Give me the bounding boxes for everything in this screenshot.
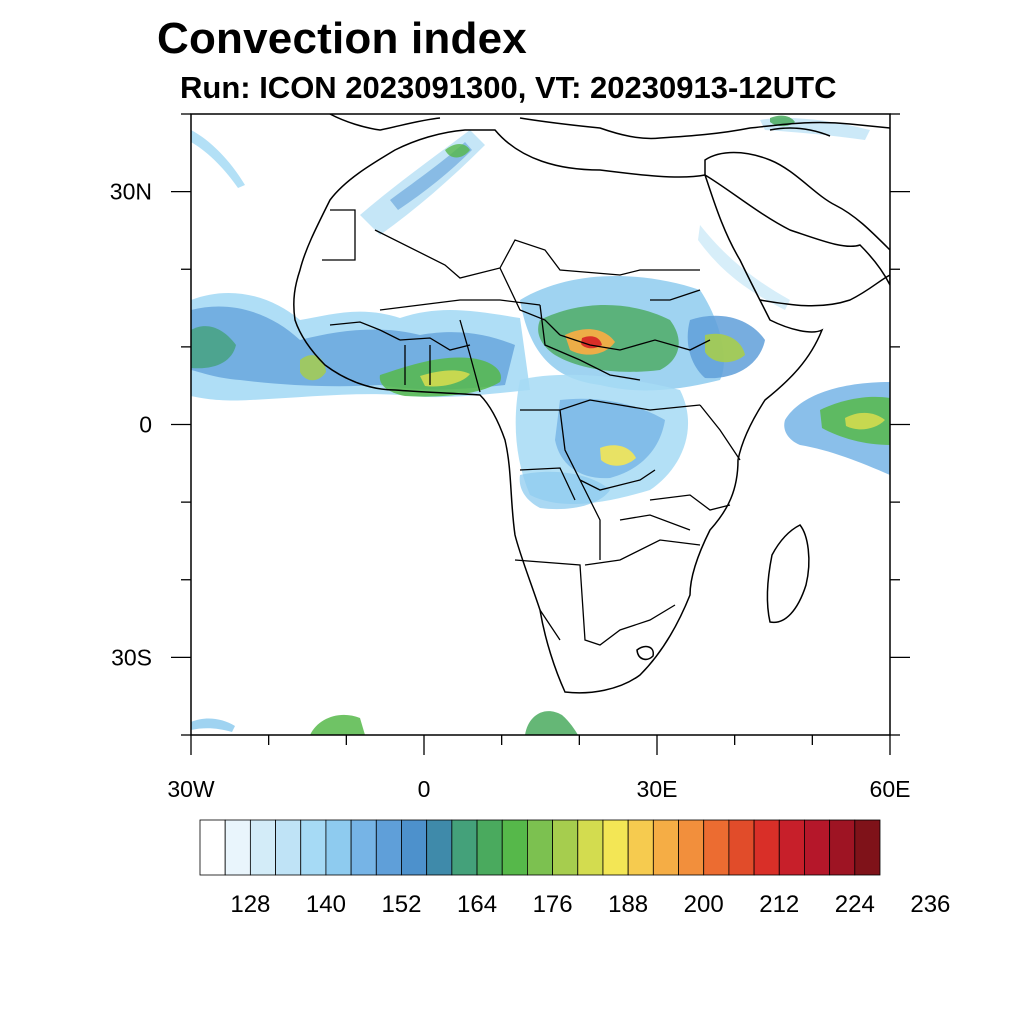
colorbar-swatch [249,819,276,876]
x-tick-label: 30W [167,776,215,802]
guinea-coast-hot [420,370,470,387]
africa-coastline [293,129,824,694]
colorbar-label: 140 [306,891,346,918]
angola-convection [519,471,610,510]
sudan-max [581,336,602,349]
colorbar-label: 164 [457,891,497,918]
coastlines [293,114,890,694]
convection-field [191,115,890,735]
nw-atlantic-streak [191,130,245,188]
colorbar-label: 200 [684,891,724,918]
x-tick-label: 60E [870,776,911,802]
colorbar-swatch [804,819,831,876]
y-tick-label: 0 [139,412,152,438]
lesotho [636,645,654,661]
arabia-south-coast [759,274,890,307]
chart-subtitle: Run: ICON 2023091300, VT: 20230913-12UTC [180,70,837,105]
colorbar-swatch [829,819,856,876]
colorbar-swatch [375,819,402,876]
colorbar-swatch [401,819,428,876]
colorbar-label: 176 [533,891,573,918]
black-sea [769,127,831,137]
colorbar-swatch [602,819,629,876]
far-atlantic-band [191,326,236,369]
europe-coast [329,114,890,140]
colorbar-label: 128 [230,891,270,918]
colorbar-swatch [350,819,377,876]
colorbar-swatch [300,819,327,876]
colorbar-swatch [678,819,705,876]
sw-spot [191,718,235,732]
colorbar [199,819,881,876]
colorbar-swatch [501,819,528,876]
axis-labels: 30W 0 30E 60E 30N 0 30S [110,179,911,802]
arabia-streak [698,225,790,310]
x-tick-label: 30E [637,776,678,802]
colorbar-labels: 128 140 152 164 176 188 200 212 224 236 [230,891,950,918]
madagascar [766,524,810,624]
colorbar-swatch [854,819,881,876]
south-africa-spot [525,711,578,735]
colorbar-swatch [451,819,478,876]
ethiopia-hot [705,333,745,363]
colorbar-swatch [224,819,251,876]
colorbar-label: 224 [835,891,875,918]
x-tick-label: 0 [418,776,431,802]
chart-title: Convection index [157,14,527,63]
colorbar-swatch [703,819,730,876]
indian-ocean-hot [845,412,885,430]
colorbar-swatch [552,819,579,876]
congo-core [555,398,665,479]
colorbar-swatch [199,819,226,876]
colorbar-swatch [325,819,352,876]
colorbar-swatch [527,819,553,876]
sahara-streak-core [390,142,472,210]
colorbar-swatch [652,819,679,876]
arabian-peninsula [704,151,890,286]
colorbar-label: 236 [910,891,950,918]
country-borders [322,209,741,646]
senegal-core [300,355,326,381]
congo-hot [600,445,636,466]
colorbar-swatch [728,819,755,876]
colorbar-swatch [275,819,302,876]
colorbar-label: 212 [759,891,799,918]
south-atlantic-spot [310,714,365,735]
y-tick-label: 30N [110,179,152,205]
north-coast-core [445,144,470,158]
y-tick-label: 30S [111,644,152,670]
colorbar-swatch [778,819,805,876]
axis-ticks [171,113,910,755]
colorbar-label: 152 [381,891,421,918]
colorbar-swatch [476,819,503,876]
colorbar-swatch [426,819,453,876]
colorbar-label: 188 [608,891,648,918]
colorbar-swatch [577,819,604,876]
colorbar-swatch [627,819,654,876]
colorbar-swatch [753,819,780,876]
